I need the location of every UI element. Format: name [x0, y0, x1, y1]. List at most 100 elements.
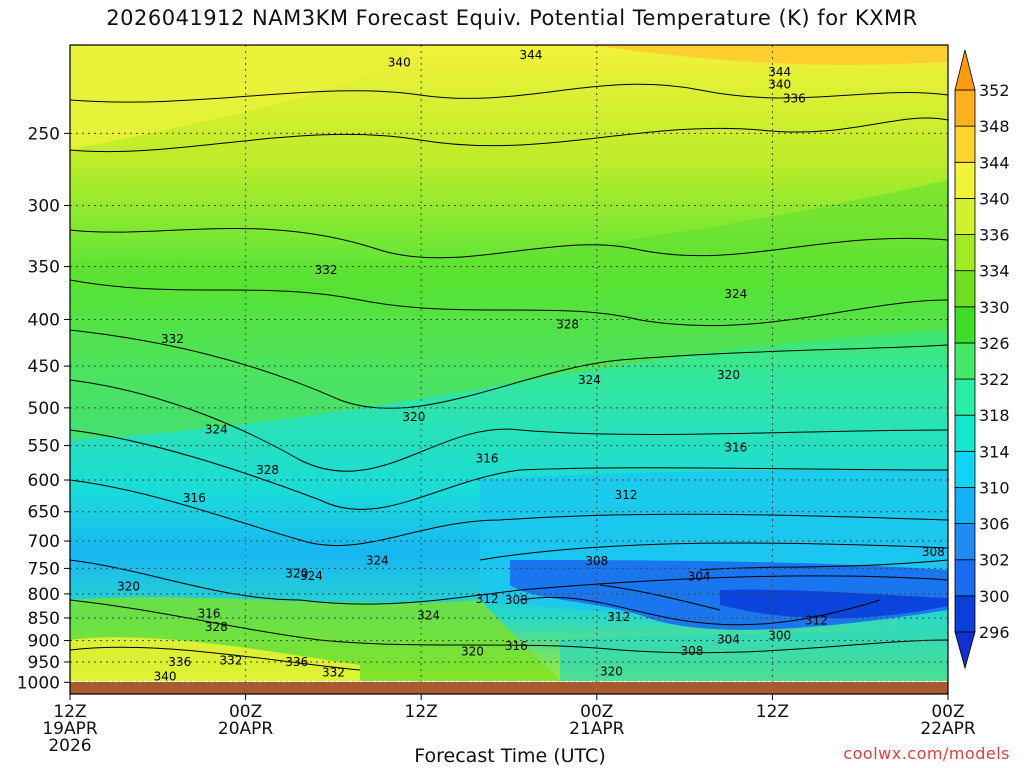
y-tick-label: 700 — [28, 532, 60, 552]
contour-label: 316 — [198, 606, 221, 620]
colorbar-bottom-arrow — [954, 631, 976, 670]
y-tick-label: 550 — [28, 437, 60, 457]
colorbar-swatch — [954, 450, 976, 488]
contour-label: 320 — [600, 664, 623, 678]
colorbar-label: 326 — [979, 334, 1010, 353]
colorbar-swatch — [954, 306, 976, 344]
colorbar-swatch — [954, 234, 976, 272]
contour-label: 324 — [300, 569, 323, 583]
contour-label: 340 — [388, 55, 411, 69]
y-tick-label: 300 — [28, 197, 60, 217]
colorbar-label: 296 — [979, 623, 1010, 642]
colorbar-label: 348 — [979, 117, 1010, 136]
contour-label: 336 — [168, 655, 191, 669]
y-tick-label: 900 — [28, 632, 60, 652]
y-tick-label: 650 — [28, 503, 60, 523]
contour-label: 308 — [680, 644, 703, 658]
contour-label: 320 — [717, 368, 740, 382]
colorbar-label: 322 — [979, 370, 1010, 389]
contour-label: 312 — [476, 592, 499, 606]
colorbar-label: 344 — [979, 153, 1010, 172]
contour-label: 320 — [402, 410, 425, 424]
colorbar-label: 340 — [979, 189, 1010, 208]
colorbar: 296 300 302 306 310 314 318 322 326 330 334 336 340 3… — [954, 49, 1010, 670]
plot-frame — [69, 44, 949, 695]
y-tick-label: 450 — [28, 357, 60, 377]
colorbar-label: 310 — [979, 478, 1010, 497]
colorbar-label: 314 — [979, 442, 1010, 461]
contour-label: 332 — [315, 263, 338, 277]
y-tick-label: 1000 — [17, 673, 60, 693]
x-tick-label: 00Z — [229, 702, 262, 722]
x-tick-label: 00Z — [931, 702, 964, 722]
contour-lines — [70, 83, 948, 671]
x-tick-label: 19APR — [42, 719, 98, 739]
contour-label: 304 — [688, 570, 711, 584]
contour-label: 312 — [615, 488, 638, 502]
contour-label: 320 — [461, 644, 484, 658]
contour-label: 340 — [768, 78, 791, 92]
heatmap-field — [70, 45, 948, 681]
x-tick-label: 12Z — [756, 702, 789, 722]
x-tick-label: 12Z — [53, 702, 86, 722]
contour-label: 328 — [256, 463, 279, 477]
colorbar-label: 330 — [979, 298, 1010, 317]
colorbar-label: 302 — [979, 551, 1010, 570]
contour-label: 308 — [922, 545, 945, 559]
contour-label: 336 — [285, 655, 308, 669]
colorbar-swatch — [954, 559, 976, 597]
yellow-bottom — [70, 637, 360, 681]
contour-label: 336 — [783, 92, 806, 106]
y-tick-label: 350 — [28, 258, 60, 278]
contour-label: 308 — [505, 593, 528, 607]
warm-top-left — [70, 45, 420, 150]
x-tick-label: 21APR — [569, 719, 625, 739]
contour-label: 340 — [154, 669, 177, 683]
colorbar-label: 300 — [979, 587, 1010, 606]
colorbar-swatch — [954, 414, 976, 452]
colorbar-swatch — [954, 270, 976, 308]
contour-label: 332 — [322, 665, 345, 679]
y-tick-label: 250 — [28, 124, 60, 144]
colorbar-label: 334 — [979, 262, 1010, 281]
y-tick-label: 500 — [28, 399, 60, 419]
y-tick-label: 800 — [28, 585, 60, 605]
x-tick-label: 2026 — [48, 736, 91, 756]
contour-label: 312 — [805, 613, 828, 627]
colorbar-label: 318 — [979, 406, 1010, 425]
colorbar-swatch — [954, 197, 976, 235]
contour-label: 312 — [607, 610, 630, 624]
contour-label: 324 — [205, 422, 228, 436]
contour-label: 316 — [476, 451, 499, 465]
y-axis: 250 300 350 400 450 500 550 600 650 700 750 800 850 9… — [17, 124, 70, 693]
ground-strip — [70, 682, 948, 694]
deep-blue — [720, 589, 948, 619]
credit-text: coolwx.com/models — [843, 744, 1010, 763]
contour-label: 308 — [585, 554, 608, 568]
x-tick-label: 12Z — [405, 702, 438, 722]
contour-label: 344 — [519, 48, 542, 62]
contour-label: 332 — [161, 332, 184, 346]
colorbar-swatch — [954, 595, 976, 633]
colorbar-swatch — [954, 161, 976, 199]
x-tick-label: 20APR — [218, 719, 274, 739]
x-axis-title: Forecast Time (UTC) — [414, 745, 606, 767]
y-tick-label: 600 — [28, 471, 60, 491]
contour-label: 344 — [768, 65, 791, 79]
teal-bottom-right — [560, 620, 948, 681]
colorbar-swatch — [954, 487, 976, 525]
contour-label: 324 — [724, 287, 747, 301]
colorbar-swatch — [954, 342, 976, 380]
chart-title: 2026041912 NAM3KM Forecast Equiv. Potent… — [106, 6, 918, 30]
warm-top-right — [590, 45, 948, 65]
contour-label: 324 — [578, 373, 601, 387]
y-tick-label: 850 — [28, 609, 60, 629]
contour-label: 328 — [205, 620, 228, 634]
contour-label: 316 — [724, 441, 747, 455]
y-tick-label: 950 — [28, 653, 60, 673]
contour-label: 328 — [556, 317, 579, 331]
colorbar-label: 336 — [979, 226, 1010, 245]
